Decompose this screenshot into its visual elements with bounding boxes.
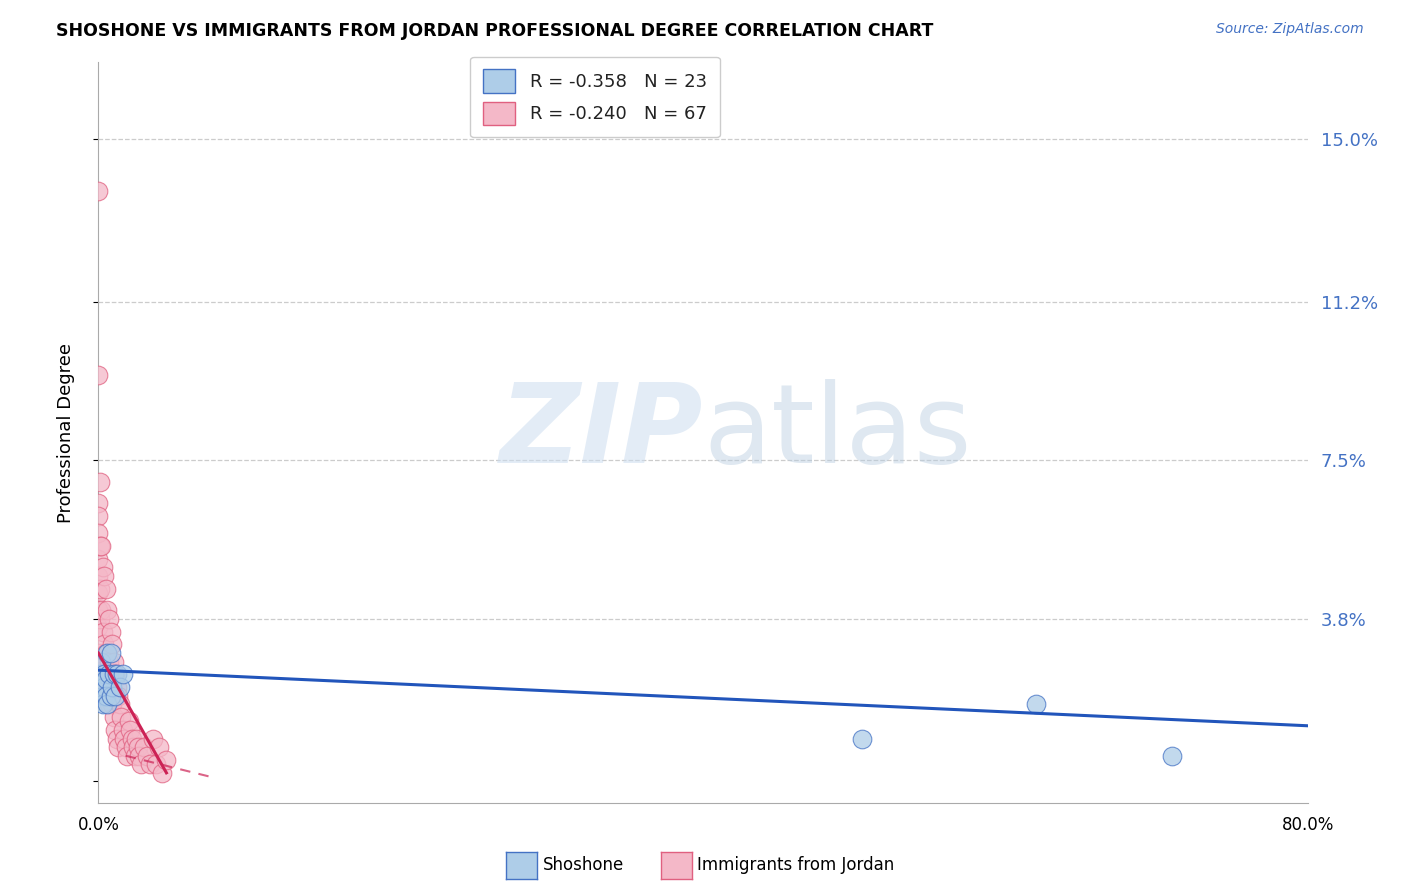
Point xyxy=(107,740,129,755)
Point xyxy=(91,689,114,703)
Point xyxy=(89,539,111,553)
Point xyxy=(100,689,122,703)
Point xyxy=(101,680,124,694)
Point xyxy=(112,731,135,746)
Text: Immigrants from Jordan: Immigrants from Jordan xyxy=(697,856,894,874)
Point xyxy=(87,620,110,634)
Point xyxy=(98,655,121,669)
Point xyxy=(98,667,121,681)
Point xyxy=(87,368,110,382)
Point xyxy=(155,753,177,767)
Point xyxy=(110,710,132,724)
Point xyxy=(105,731,128,746)
Point xyxy=(87,496,110,510)
Point xyxy=(111,723,134,737)
Point xyxy=(148,740,170,755)
Point xyxy=(91,624,114,639)
Point xyxy=(118,714,141,729)
Point xyxy=(94,689,117,703)
Point xyxy=(115,748,138,763)
Text: ZIP: ZIP xyxy=(499,379,703,486)
Point xyxy=(103,667,125,681)
Point xyxy=(87,184,110,198)
Point xyxy=(93,680,115,694)
Point xyxy=(1024,698,1046,712)
Point xyxy=(90,680,112,694)
Point xyxy=(135,748,157,763)
Text: atlas: atlas xyxy=(703,379,972,486)
Point xyxy=(94,646,117,660)
Y-axis label: Professional Degree: Professional Degree xyxy=(56,343,75,523)
Point xyxy=(100,646,122,660)
Point xyxy=(90,539,112,553)
Point xyxy=(87,603,110,617)
Text: Source: ZipAtlas.com: Source: ZipAtlas.com xyxy=(1216,22,1364,37)
Point xyxy=(94,689,117,703)
Point xyxy=(111,667,134,681)
Point xyxy=(108,698,131,712)
Point xyxy=(87,526,110,541)
Point xyxy=(94,672,117,686)
Point xyxy=(129,757,152,772)
Point xyxy=(91,667,114,681)
Point xyxy=(139,757,162,772)
Point xyxy=(125,731,148,746)
Point xyxy=(121,731,143,746)
Point xyxy=(89,667,111,681)
Point xyxy=(96,667,118,681)
Point xyxy=(89,612,111,626)
Point xyxy=(150,765,173,780)
Point xyxy=(96,603,118,617)
Point xyxy=(90,655,112,669)
Point xyxy=(93,637,115,651)
Point xyxy=(124,748,146,763)
Point xyxy=(105,667,128,681)
Point xyxy=(107,689,129,703)
Point xyxy=(90,603,112,617)
Text: SHOSHONE VS IMMIGRANTS FROM JORDAN PROFESSIONAL DEGREE CORRELATION CHART: SHOSHONE VS IMMIGRANTS FROM JORDAN PROFE… xyxy=(56,22,934,40)
Point xyxy=(100,680,122,694)
Point xyxy=(91,560,114,574)
Point xyxy=(87,586,110,600)
Point xyxy=(145,757,167,772)
Point xyxy=(128,748,150,763)
Point xyxy=(142,731,165,746)
Point xyxy=(93,680,115,694)
Point xyxy=(127,740,149,755)
Point xyxy=(96,698,118,712)
Point xyxy=(101,698,124,712)
Point xyxy=(98,698,121,712)
Point xyxy=(851,731,873,746)
Point xyxy=(98,612,121,626)
Point xyxy=(93,667,115,681)
Point xyxy=(105,680,128,694)
Point xyxy=(104,723,127,737)
Point xyxy=(114,740,136,755)
Point xyxy=(93,569,115,583)
Text: Shoshone: Shoshone xyxy=(543,856,624,874)
Point xyxy=(104,667,127,681)
Point xyxy=(89,582,111,596)
Point xyxy=(122,740,145,755)
Point xyxy=(89,475,111,489)
Point xyxy=(104,689,127,703)
Point xyxy=(87,552,110,566)
Point xyxy=(101,637,124,651)
Point xyxy=(89,646,111,660)
Point xyxy=(96,646,118,660)
Point xyxy=(108,680,131,694)
Legend: R = -0.358   N = 23, R = -0.240   N = 67: R = -0.358 N = 23, R = -0.240 N = 67 xyxy=(470,57,720,137)
Point xyxy=(87,509,110,524)
Point xyxy=(132,740,155,755)
Point xyxy=(87,569,110,583)
Point xyxy=(100,624,122,639)
Point xyxy=(1160,748,1182,763)
Point xyxy=(103,710,125,724)
Point xyxy=(120,723,142,737)
Point xyxy=(90,655,112,669)
Point xyxy=(103,655,125,669)
Point xyxy=(91,698,114,712)
Point xyxy=(94,582,117,596)
